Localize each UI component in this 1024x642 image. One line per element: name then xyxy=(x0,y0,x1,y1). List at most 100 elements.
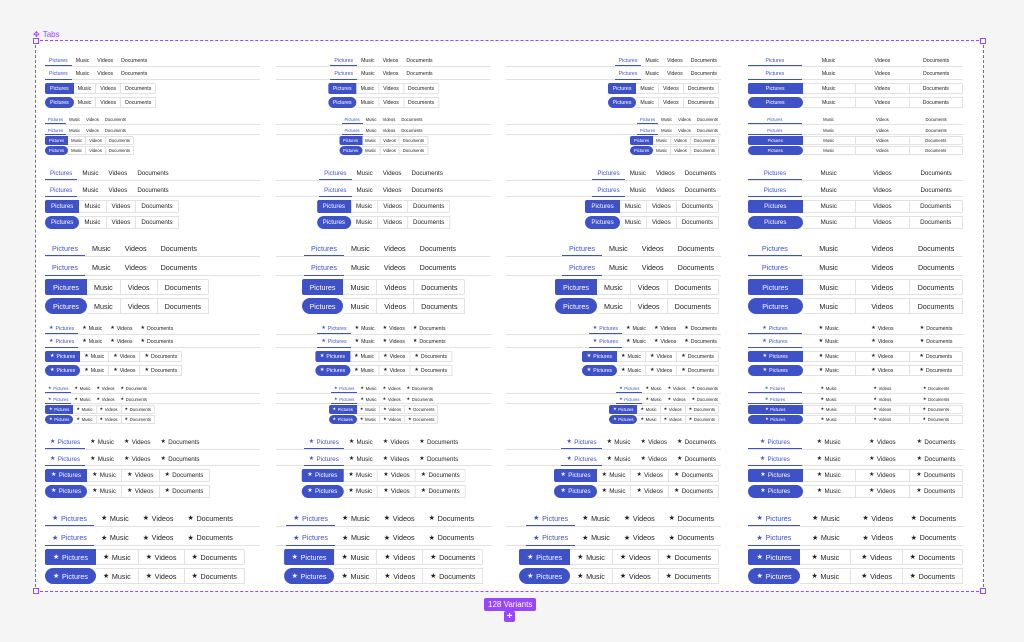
tab-music[interactable]: ★ Music xyxy=(802,405,856,414)
tab-documents[interactable]: ★ Documents xyxy=(405,415,439,424)
tab-videos[interactable]: Videos xyxy=(380,116,399,124)
tab-music[interactable]: Music xyxy=(79,216,107,229)
tab-videos[interactable]: ★ Videos xyxy=(856,415,910,424)
tab-pictures[interactable]: ★ Pictures xyxy=(45,415,74,424)
tab-videos[interactable]: Videos xyxy=(377,241,413,256)
tab-documents[interactable]: ★ Documents xyxy=(140,351,183,362)
tab-pictures[interactable]: Pictures xyxy=(748,298,803,314)
tab-documents[interactable]: ★ Documents xyxy=(689,385,721,393)
tab-pictures[interactable]: Pictures xyxy=(748,69,802,80)
tab-videos[interactable]: ★ Videos xyxy=(856,337,910,347)
tab-documents[interactable]: ★ Documents xyxy=(140,365,183,376)
tab-pictures[interactable]: Pictures xyxy=(45,126,67,135)
tab-pictures[interactable]: Pictures xyxy=(45,136,69,145)
tab-documents[interactable]: Documents xyxy=(413,241,463,256)
tab-videos[interactable]: ★ Videos xyxy=(856,324,910,334)
tab-videos[interactable]: ★ Videos xyxy=(109,351,141,362)
tab-music[interactable]: Music xyxy=(653,146,672,155)
tab-pictures[interactable]: Pictures xyxy=(748,184,802,197)
tab-music[interactable]: ★ Music xyxy=(343,485,379,498)
tab-music[interactable]: ★ Music xyxy=(800,549,852,565)
tab-videos[interactable]: Videos xyxy=(380,146,400,155)
tab-pictures[interactable]: ★ Pictures xyxy=(314,351,351,362)
tab-music[interactable]: Music xyxy=(356,83,380,94)
tab-music[interactable]: ★ Music xyxy=(73,405,97,414)
tab-documents[interactable]: Documents xyxy=(909,69,963,79)
tab-videos[interactable]: ★ Videos xyxy=(380,415,406,424)
tab-documents[interactable]: ★ Documents xyxy=(662,530,721,545)
tab-pictures[interactable]: ★ Pictures xyxy=(283,568,335,584)
tab-videos[interactable]: ★ Videos xyxy=(379,351,411,362)
tab-documents[interactable]: Documents xyxy=(132,184,173,196)
tab-pictures[interactable]: Pictures xyxy=(45,146,69,155)
tab-videos[interactable]: ★ Videos xyxy=(106,337,136,347)
tab-music[interactable]: ★ Music xyxy=(637,415,661,424)
tab-videos[interactable]: Videos xyxy=(380,136,400,145)
tab-videos[interactable]: ★ Videos xyxy=(379,337,409,347)
tab-videos[interactable]: Videos xyxy=(120,298,158,314)
tab-music[interactable]: ★ Music xyxy=(802,351,856,362)
tab-videos[interactable]: ★ Videos xyxy=(660,405,686,414)
tab-music[interactable]: ★ Music xyxy=(575,511,617,526)
tab-videos[interactable]: ★ Videos xyxy=(377,568,424,584)
tab-documents[interactable]: ★ Documents xyxy=(658,549,719,565)
tab-videos[interactable]: ★ Videos xyxy=(94,385,118,393)
tab-pictures[interactable]: ★ Pictures xyxy=(45,405,74,414)
tab-documents[interactable]: Documents xyxy=(909,216,963,229)
tab-documents[interactable]: ★ Documents xyxy=(680,337,721,347)
add-variant-button[interactable]: + xyxy=(504,611,515,622)
tab-documents[interactable]: Documents xyxy=(105,146,134,155)
tab-documents[interactable]: Documents xyxy=(909,97,963,108)
tab-videos[interactable]: ★ Videos xyxy=(617,530,662,545)
tab-pictures[interactable]: Pictures xyxy=(327,97,357,108)
tab-documents[interactable]: ★ Documents xyxy=(680,324,721,334)
tab-documents[interactable]: Documents xyxy=(687,56,721,66)
tab-videos[interactable]: Videos xyxy=(856,200,910,213)
tab-pictures[interactable]: ★ Pictures xyxy=(748,485,803,498)
tab-videos[interactable]: Videos xyxy=(856,56,910,66)
tab-pictures[interactable]: ★ Pictures xyxy=(301,469,344,482)
tab-pictures[interactable]: Pictures xyxy=(45,298,87,314)
tab-documents[interactable]: Documents xyxy=(157,279,209,295)
tab-music[interactable]: Music xyxy=(77,184,103,196)
tab-documents[interactable]: Documents xyxy=(102,116,129,124)
tab-documents[interactable]: ★ Documents xyxy=(909,337,963,347)
tab-pictures[interactable]: Pictures xyxy=(555,279,597,295)
tab-music[interactable]: ★ Music xyxy=(335,511,377,526)
tab-pictures[interactable]: ★ Pictures xyxy=(519,549,571,565)
tab-music[interactable]: Music xyxy=(602,241,635,256)
tab-videos[interactable]: Videos xyxy=(378,168,407,180)
tab-music[interactable]: Music xyxy=(77,168,103,180)
tab-videos[interactable]: Videos xyxy=(380,126,399,134)
tab-pictures[interactable]: Pictures xyxy=(339,136,363,145)
tab-pictures[interactable]: Pictures xyxy=(45,241,85,256)
tab-pictures[interactable]: Pictures xyxy=(319,168,352,180)
tab-documents[interactable]: ★ Documents xyxy=(668,469,719,482)
tab-music[interactable]: ★ Music xyxy=(334,568,378,584)
tab-pictures[interactable]: ★ Pictures xyxy=(45,485,88,498)
tab-music[interactable]: ★ Music xyxy=(344,437,378,449)
tab-documents[interactable]: Documents xyxy=(690,146,719,155)
tab-music[interactable]: ★ Music xyxy=(602,437,636,449)
tab-documents[interactable]: Documents xyxy=(121,83,157,94)
tab-music[interactable]: Music xyxy=(362,146,381,155)
tab-music[interactable]: Music xyxy=(619,200,647,213)
tab-videos[interactable]: Videos xyxy=(93,56,117,66)
tab-music[interactable]: ★ Music xyxy=(596,485,632,498)
tab-pictures[interactable]: ★ Pictures xyxy=(286,511,336,526)
tab-music[interactable]: ★ Music xyxy=(87,485,122,498)
tab-documents[interactable]: ★ Documents xyxy=(415,485,466,498)
tab-pictures[interactable]: ★ Pictures xyxy=(748,415,803,424)
tab-documents[interactable]: ★ Documents xyxy=(121,415,155,424)
tab-music[interactable]: Music xyxy=(66,116,83,124)
tab-pictures[interactable]: ★ Pictures xyxy=(301,485,344,498)
tab-videos[interactable]: ★ Videos xyxy=(121,485,160,498)
tab-videos[interactable]: ★ Videos xyxy=(856,351,910,362)
tab-videos[interactable]: Videos xyxy=(675,116,694,124)
tab-documents[interactable]: Documents xyxy=(671,260,721,275)
tab-pictures[interactable]: ★ Pictures xyxy=(748,511,800,526)
tab-music[interactable]: Music xyxy=(802,279,856,295)
tab-videos[interactable]: ★ Videos xyxy=(856,405,910,414)
tab-pictures[interactable]: ★ Pictures xyxy=(45,351,81,362)
tab-videos[interactable]: Videos xyxy=(646,216,677,229)
